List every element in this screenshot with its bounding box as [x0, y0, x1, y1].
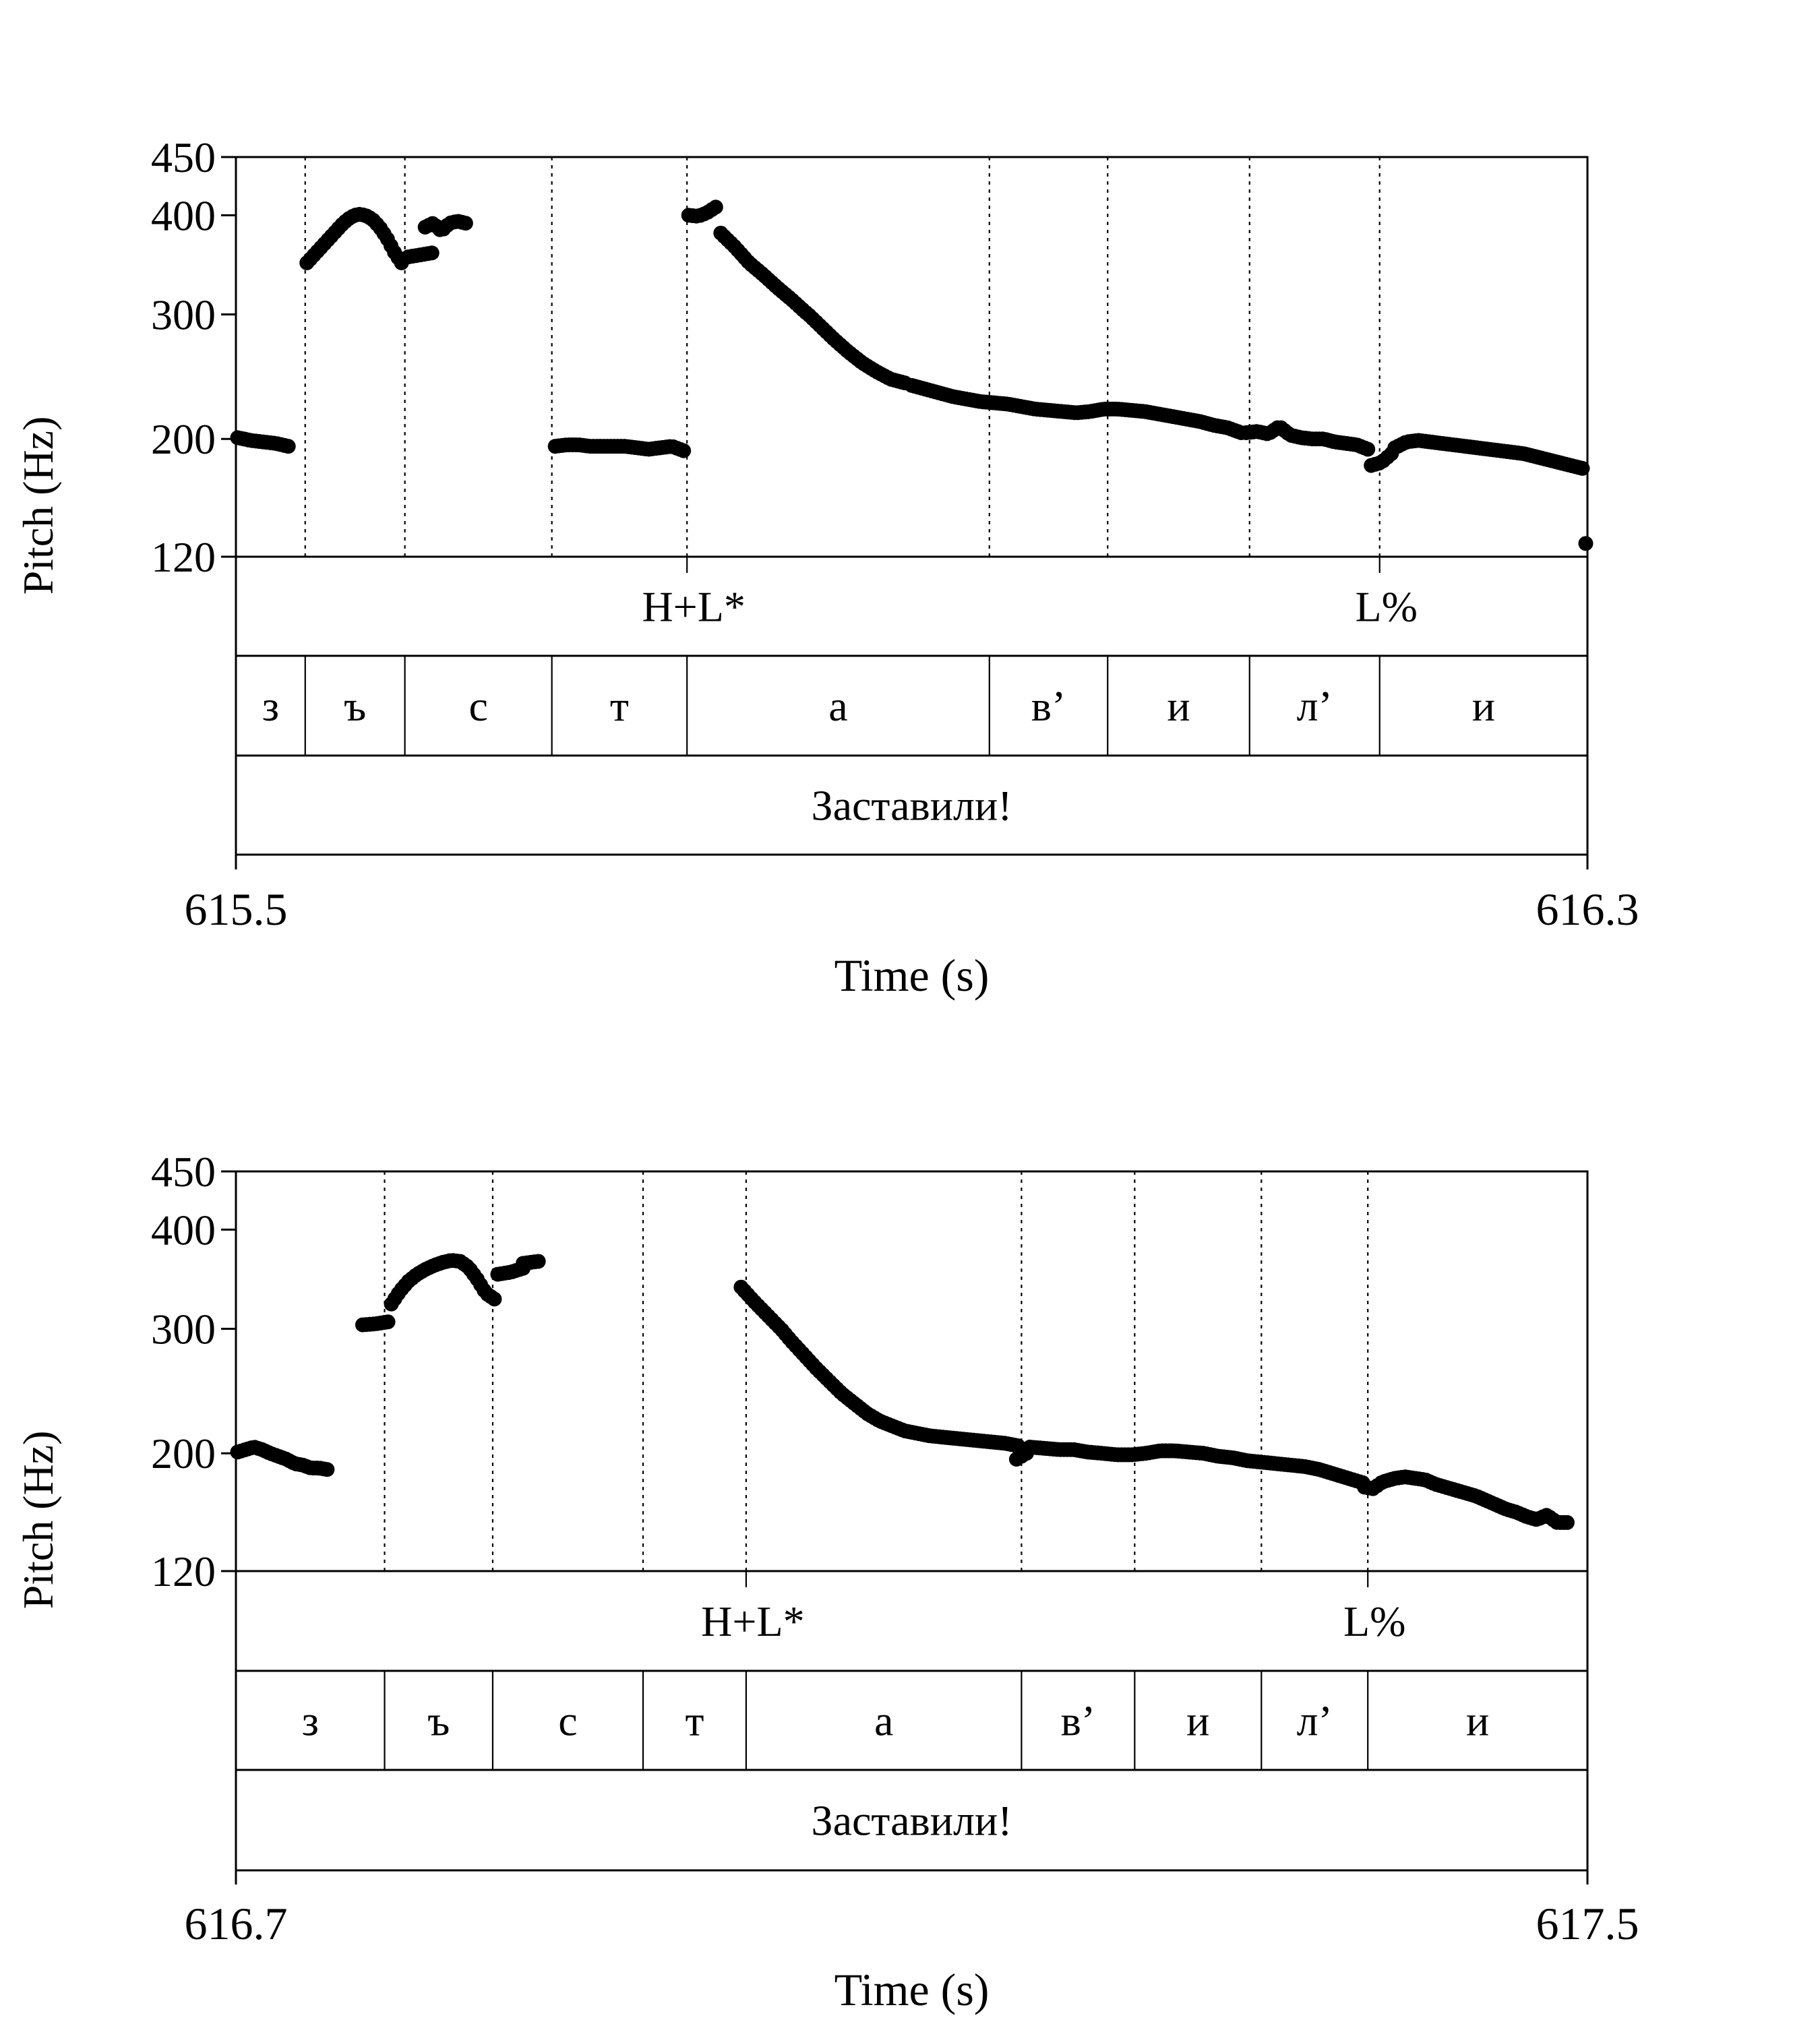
segment-label: с: [468, 682, 487, 730]
y-tick-label: 120: [151, 1548, 216, 1595]
pitch-point: [1578, 536, 1594, 551]
y-tick-label: 300: [151, 291, 216, 339]
pitch-point: [1360, 441, 1376, 457]
x-tick-label: 616.7: [185, 1898, 288, 1949]
segment-label: а: [874, 1697, 893, 1745]
segment-label: т: [610, 682, 629, 730]
y-axis-label: Pitch (Hz): [14, 1431, 62, 1610]
pitch-point: [280, 439, 296, 454]
segment-label: и: [1466, 1697, 1489, 1745]
pitch-point: [530, 1254, 546, 1269]
pitch-point: [458, 216, 473, 231]
y-axis-label: Pitch (Hz): [14, 417, 62, 595]
segment-label: з: [262, 682, 279, 730]
pitch-point: [487, 1291, 502, 1307]
x-tick-label: 616.3: [1536, 884, 1639, 935]
segment-label: в’: [1031, 682, 1066, 730]
segment-label: и: [1186, 1697, 1209, 1745]
y-tick-label: 200: [151, 415, 216, 463]
pitch-point: [676, 443, 692, 458]
tone-label: L%: [1343, 1597, 1405, 1645]
y-tick-label: 300: [151, 1306, 216, 1353]
plot-frame: [235, 1170, 1589, 1872]
pitch-point: [320, 1462, 335, 1477]
segment-label: и: [1167, 682, 1190, 730]
pitch-points: [230, 1253, 1575, 1530]
x-tick-label: 615.5: [185, 884, 288, 935]
tone-label: H+L*: [701, 1597, 804, 1645]
x-axis-label: Time (s): [835, 950, 990, 1001]
pitch-panel-bottom: 120 200 300 400 450 Pitch (Hz) 616.7 617.5 Time …: [14, 1148, 1639, 2015]
segment-label: в’: [1061, 1697, 1096, 1745]
pitch-point: [1575, 460, 1590, 476]
segment-label: ъ: [427, 1697, 450, 1745]
y-tick-label: 200: [151, 1430, 216, 1477]
pitch-point: [424, 245, 439, 261]
plot-frame: [235, 156, 1589, 856]
x-axis-label: Time (s): [835, 1964, 990, 2015]
y-tick-label: 400: [151, 1206, 216, 1254]
pitch-point: [1559, 1514, 1575, 1530]
segment-label: л’: [1297, 682, 1333, 730]
tone-label: L%: [1356, 583, 1418, 631]
y-tick-label: 450: [151, 133, 216, 181]
segment-label: и: [1472, 682, 1495, 730]
segment-label: л’: [1297, 1697, 1333, 1745]
y-tick-label: 450: [151, 1148, 216, 1196]
tone-label: H+L*: [642, 583, 745, 631]
word-label: Заставили!: [812, 782, 1012, 830]
x-tick-label: 617.5: [1536, 1898, 1639, 1949]
segment-label: ъ: [344, 682, 366, 730]
y-tick-label: 400: [151, 191, 216, 239]
pitch-points: [230, 200, 1594, 551]
pitch-panel-top: 120 200 300 400 450 Pitch (Hz) 615.5 616.3 Time …: [14, 133, 1639, 1001]
word-label: Заставили!: [812, 1797, 1012, 1845]
segment-label: т: [685, 1697, 704, 1745]
segment-label: а: [828, 682, 847, 730]
y-tick-label: 120: [151, 533, 216, 581]
pitch-point: [380, 1314, 396, 1330]
pitch-point: [708, 200, 723, 215]
segment-label: с: [558, 1697, 577, 1745]
segment-label: з: [302, 1697, 319, 1745]
